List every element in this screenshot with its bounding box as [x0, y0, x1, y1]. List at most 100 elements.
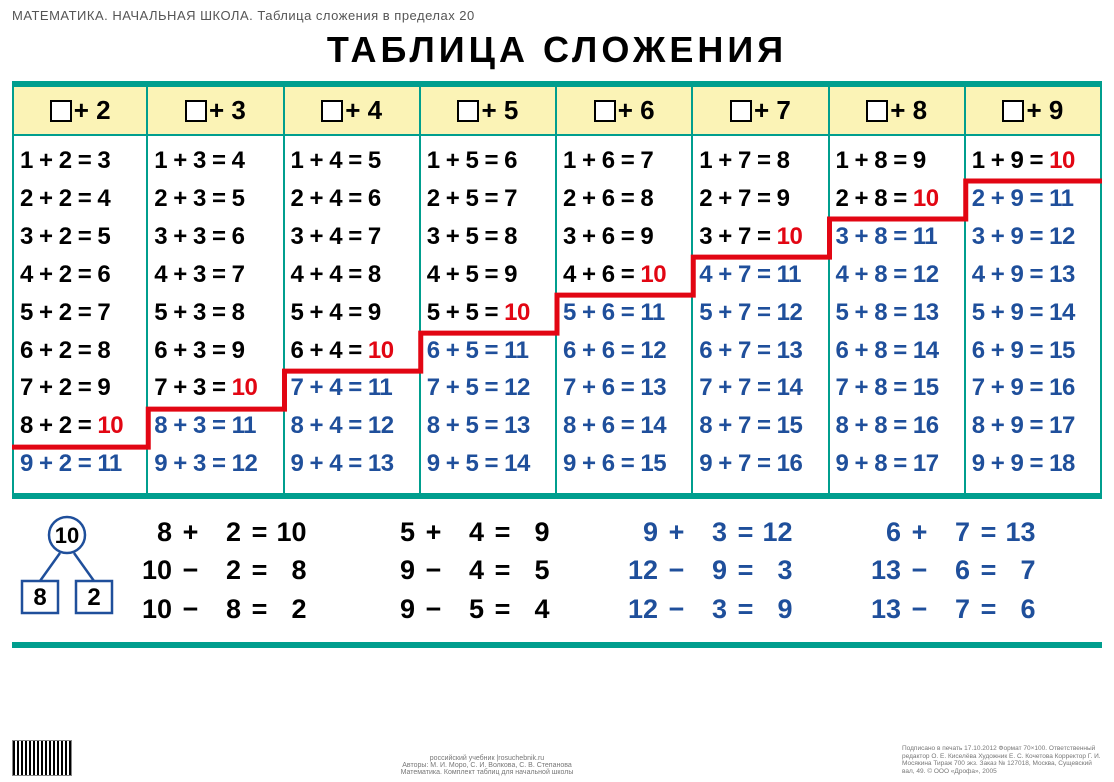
equation-row: 9 + 5 = 14 [427, 445, 555, 483]
equation-row: 4 + 8 = 12 [836, 256, 964, 294]
table-column: + 6 1 + 6 = 72 + 6 = 83 + 6 = 94 + 6 = 10… [557, 87, 693, 493]
poster-page: МАТЕМАТИКА. НАЧАЛЬНАЯ ШКОЛА. Таблица сло… [0, 0, 1114, 782]
equation-row: 8 + 9 = 17 [972, 407, 1100, 445]
example-line: 10 − 8 =2 [140, 590, 373, 628]
column-header: + 4 [285, 87, 419, 136]
equation-row: 1 + 5 = 6 [427, 142, 555, 180]
page-title: ТАБЛИЦА СЛОЖЕНИЯ [12, 29, 1102, 71]
equation-row: 3 + 2 = 5 [20, 218, 146, 256]
equation-row: 4 + 5 = 9 [427, 256, 555, 294]
example-line: 12 − 3 =9 [626, 590, 859, 628]
equation-row: 4 + 7 = 11 [699, 256, 827, 294]
equation-row: 8 + 6 = 14 [563, 407, 691, 445]
equation-row: 1 + 6 = 7 [563, 142, 691, 180]
equation-row: 3 + 4 = 7 [291, 218, 419, 256]
equation-row: 4 + 3 = 7 [154, 256, 282, 294]
equation-row: 2 + 9 = 11 [972, 180, 1100, 218]
equation-row: 8 + 2 = 10 [20, 407, 146, 445]
example-line: 8 + 2 =10 [140, 513, 373, 551]
equation-row: 7 + 8 = 15 [836, 369, 964, 407]
equation-row: 8 + 8 = 16 [836, 407, 964, 445]
equation-row: 2 + 4 = 6 [291, 180, 419, 218]
equation-row: 5 + 8 = 13 [836, 294, 964, 332]
equation-row: 9 + 4 = 13 [291, 445, 419, 483]
equation-row: 3 + 5 = 8 [427, 218, 555, 256]
equation-row: 7 + 6 = 13 [563, 369, 691, 407]
addition-table: + 21 + 2 = 32 + 2 = 43 + 2 = 54 + 2 = 65… [12, 81, 1102, 499]
equation-row: 6 + 8 = 14 [836, 332, 964, 370]
equation-row: 9 + 6 = 15 [563, 445, 691, 483]
equation-row: 4 + 9 = 13 [972, 256, 1100, 294]
equation-row: 7 + 7 = 14 [699, 369, 827, 407]
table-column: + 5 1 + 5 = 62 + 5 = 73 + 5 = 84 + 5 = 95… [421, 87, 557, 493]
column-header: + 6 [557, 87, 691, 136]
example-line: 9 − 4 =5 [383, 551, 616, 589]
equation-row: 9 + 8 = 17 [836, 445, 964, 483]
equation-row: 1 + 2 = 3 [20, 142, 146, 180]
equation-row: 9 + 3 = 12 [154, 445, 282, 483]
equation-row: 2 + 2 = 4 [20, 180, 146, 218]
example-line: 10 − 2 =8 [140, 551, 373, 589]
example-line: 9 + 3 =12 [626, 513, 859, 551]
barcode [12, 740, 72, 776]
equation-row: 3 + 7 = 10 [699, 218, 827, 256]
publisher-brand: российский учебник |rosuchebnik.ru [72, 755, 902, 762]
equation-row: 5 + 3 = 8 [154, 294, 282, 332]
example-line: 6 + 7 =13 [869, 513, 1102, 551]
equation-row: 7 + 4 = 11 [291, 369, 419, 407]
example-column: 8 + 2 =1010 − 2 =810 − 8 =2 [140, 513, 373, 628]
column-header: + 2 [14, 87, 146, 136]
equation-row: 2 + 6 = 8 [563, 180, 691, 218]
svg-text:8: 8 [33, 584, 46, 611]
equation-row: 2 + 5 = 7 [427, 180, 555, 218]
table-column: + 2 1 + 2 = 32 + 2 = 43 + 2 = 54 + 2 = 65… [12, 87, 148, 493]
equation-row: 7 + 9 = 16 [972, 369, 1100, 407]
equation-row: 6 + 5 = 11 [427, 332, 555, 370]
example-line: 5 + 4 =9 [383, 513, 616, 551]
equation-row: 7 + 2 = 9 [20, 369, 146, 407]
equation-row: 9 + 7 = 16 [699, 445, 827, 483]
equation-row: 2 + 3 = 5 [154, 180, 282, 218]
equation-row: 1 + 3 = 4 [154, 142, 282, 180]
equation-row: 8 + 4 = 12 [291, 407, 419, 445]
equation-row: 6 + 3 = 9 [154, 332, 282, 370]
table-column: + 41 + 4 = 52 + 4 = 63 + 4 = 74 + 4 = 85… [285, 87, 421, 493]
equation-row: 4 + 6 = 10 [563, 256, 691, 294]
equation-row: 6 + 4 = 10 [291, 332, 419, 370]
column-header: + 3 [148, 87, 282, 136]
equation-row: 7 + 3 = 10 [154, 369, 282, 407]
equation-row: 1 + 4 = 5 [291, 142, 419, 180]
example-column: 6 + 7 =1313 − 6 =713 − 7 =6 [869, 513, 1102, 628]
equation-row: 6 + 9 = 15 [972, 332, 1100, 370]
column-header: + 5 [421, 87, 555, 136]
equation-row: 4 + 4 = 8 [291, 256, 419, 294]
imprint: Подписано в печать 17.10.2012 Формат 70×… [902, 745, 1102, 776]
table-column: + 81 + 8 = 92 + 8 = 103 + 8 = 114 + 8 = … [830, 87, 966, 493]
equation-row: 3 + 9 = 12 [972, 218, 1100, 256]
table-column: + 71 + 7 = 82 + 7 = 93 + 7 = 104 + 7 = 1… [693, 87, 829, 493]
example-column: 5 + 4 =99 − 4 =59 − 5 =4 [383, 513, 616, 628]
equation-row: 6 + 7 = 13 [699, 332, 827, 370]
equation-row: 8 + 5 = 13 [427, 407, 555, 445]
column-header: + 8 [830, 87, 964, 136]
equation-row: 5 + 6 = 11 [563, 294, 691, 332]
equation-row: 9 + 9 = 18 [972, 445, 1100, 483]
equation-row: 1 + 7 = 8 [699, 142, 827, 180]
equation-row: 8 + 7 = 15 [699, 407, 827, 445]
equation-row: 1 + 8 = 9 [836, 142, 964, 180]
column-header: + 9 [966, 87, 1100, 136]
table-column: + 31 + 3 = 42 + 3 = 53 + 3 = 64 + 3 = 75… [148, 87, 284, 493]
equation-row: 6 + 6 = 12 [563, 332, 691, 370]
example-line: 13 − 7 =6 [869, 590, 1102, 628]
equation-row: 8 + 3 = 11 [154, 407, 282, 445]
footer-authors: Авторы: М. И. Моро, С. И. Волкова, С. В.… [72, 762, 902, 769]
example-line: 12 − 9 =3 [626, 551, 859, 589]
equation-row: 3 + 6 = 9 [563, 218, 691, 256]
svg-text:10: 10 [55, 523, 79, 548]
equation-row: 4 + 2 = 6 [20, 256, 146, 294]
equation-row: 5 + 2 = 7 [20, 294, 146, 332]
equation-row: 5 + 5 = 10 [427, 294, 555, 332]
breadcrumb: МАТЕМАТИКА. НАЧАЛЬНАЯ ШКОЛА. Таблица сло… [12, 8, 1102, 23]
equation-row: 5 + 9 = 14 [972, 294, 1100, 332]
equation-row: 7 + 5 = 12 [427, 369, 555, 407]
